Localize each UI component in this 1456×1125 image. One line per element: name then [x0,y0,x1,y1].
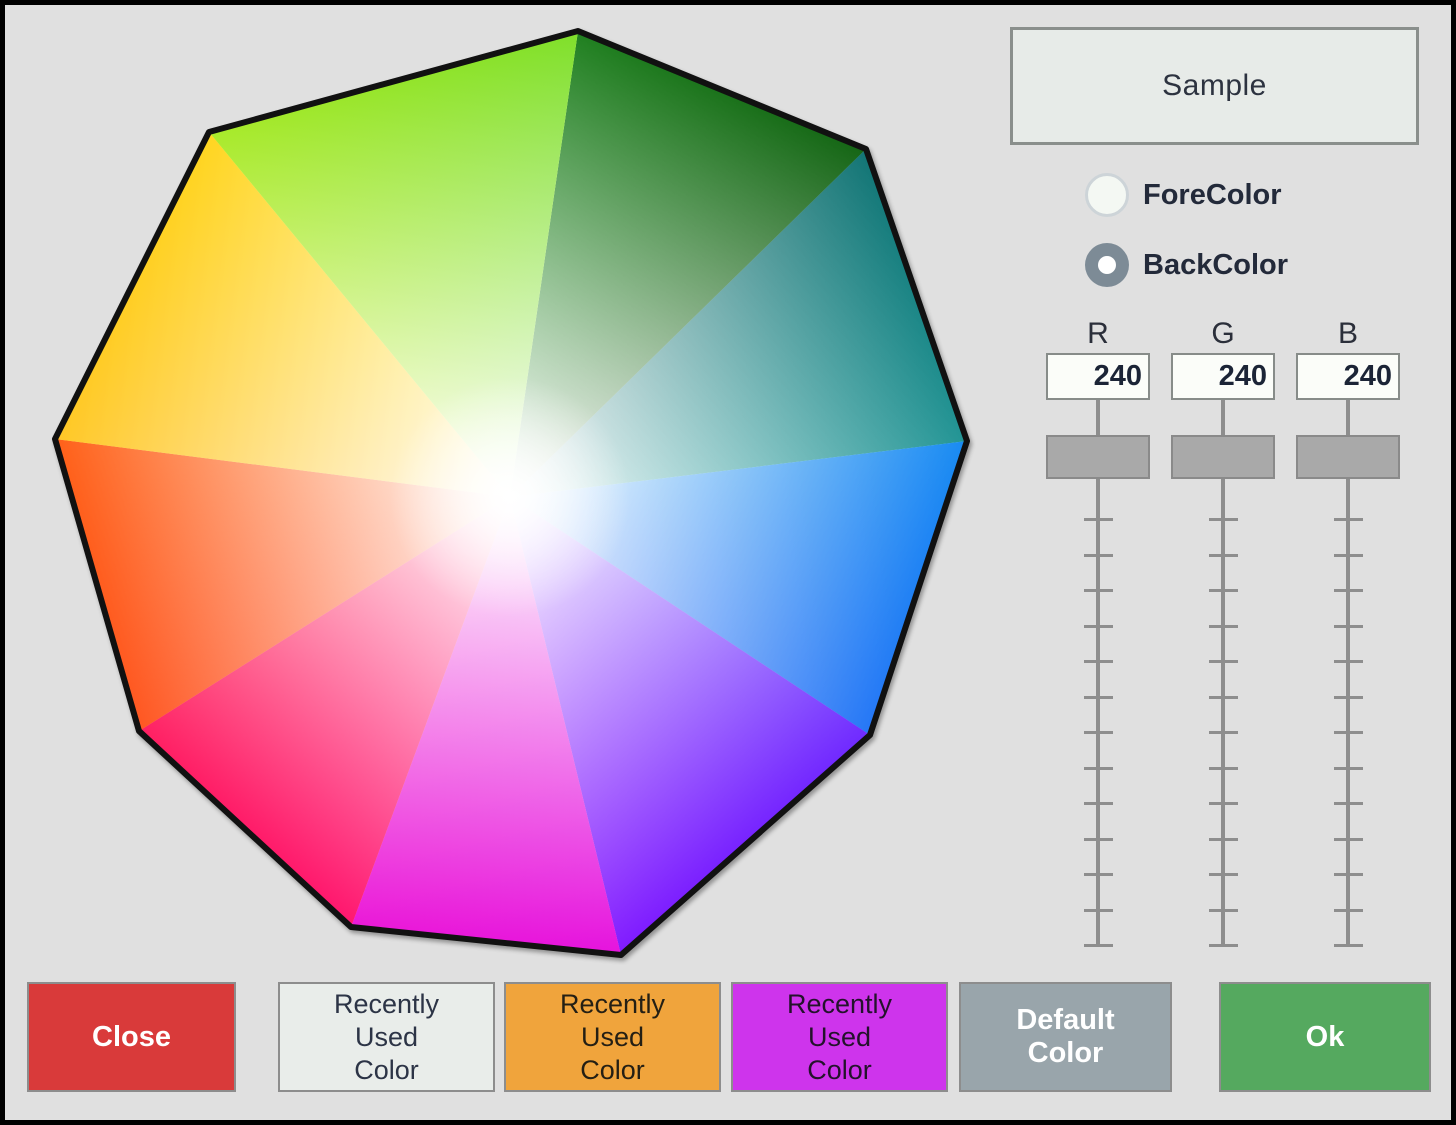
slider-tick [1209,944,1238,947]
slider-tick [1334,766,1363,770]
slider-tick [1084,908,1113,912]
channel-red-label: R [1087,317,1109,350]
color-wheel-svg[interactable] [43,19,979,965]
slider-tick [1084,766,1113,770]
green-slider[interactable] [1171,400,1275,947]
slider-tick [1334,589,1363,592]
slider-tick [1209,766,1238,770]
close-button-label: Close [92,1020,171,1053]
radio-backcolor[interactable]: BackColor [1085,243,1288,287]
slider-tick [1209,553,1238,557]
recent-2-line-2: Used [580,1021,644,1052]
red-slider-track[interactable] [1096,400,1100,946]
recent-3-line-2: Used [807,1021,871,1052]
green-slider-track[interactable] [1221,400,1225,946]
default-line-1: Default [1016,1004,1115,1036]
default-line-2: Color [1027,1037,1104,1069]
recently-used-color-button-2[interactable]: Recently Used Color [504,982,721,1092]
recent-3-line-1: Recently [786,988,893,1019]
recently-used-color-label-1: Recently Used Color [334,988,439,1087]
blue-slider[interactable] [1296,400,1400,947]
blue-slider-track[interactable] [1346,400,1350,946]
green-value-input[interactable] [1171,353,1275,400]
slider-tick [1084,518,1113,521]
slider-tick [1084,589,1113,592]
slider-tick [1334,660,1363,663]
slider-tick [1334,553,1363,557]
slider-tick [1334,837,1363,841]
red-value-input[interactable] [1046,353,1150,400]
sample-preview[interactable]: Sample [1010,27,1419,145]
recently-used-color-label-3: Recently Used Color [787,988,892,1087]
recent-1-line-1: Recently [333,988,440,1019]
channel-green-label: G [1211,317,1235,350]
channel-green: G [1171,317,1275,947]
recent-1-line-2: Used [354,1021,418,1052]
radio-selected-icon[interactable] [1085,243,1129,287]
recent-1-line-3: Color [354,1054,419,1085]
slider-tick [1209,695,1238,699]
slider-tick [1084,660,1113,663]
radio-unselected-icon[interactable] [1085,173,1129,217]
slider-tick [1084,802,1113,805]
blue-value-input[interactable] [1296,353,1400,400]
radio-forecolor[interactable]: ForeColor [1085,173,1282,217]
recently-used-color-button-1[interactable]: Recently Used Color [278,982,495,1092]
slider-tick [1334,802,1363,805]
slider-tick [1334,624,1363,628]
slider-tick [1334,518,1363,521]
default-color-label: Default Color [1016,1004,1114,1070]
ok-button[interactable]: Ok [1219,982,1431,1092]
slider-tick [1209,802,1238,805]
slider-tick [1084,944,1113,947]
recent-2-line-3: Color [580,1054,645,1085]
slider-tick [1334,731,1363,734]
slider-tick [1209,873,1238,876]
button-bar: Close Recently Used Color Recently Used … [5,975,1451,1100]
color-wheel[interactable] [43,19,979,965]
red-slider[interactable] [1046,400,1150,947]
radio-backcolor-label: BackColor [1143,248,1289,281]
slider-tick [1209,731,1238,734]
slider-tick [1084,731,1113,734]
slider-tick [1084,553,1113,557]
slider-tick [1209,518,1238,521]
slider-tick [1334,873,1363,876]
recent-2-line-1: Recently [559,988,666,1019]
channel-blue: B [1296,317,1400,947]
slider-tick [1084,624,1113,628]
slider-tick [1334,908,1363,912]
default-color-button[interactable]: Default Color [959,982,1172,1092]
recent-3-line-3: Color [807,1054,872,1085]
slider-tick [1209,624,1238,628]
radio-forecolor-label: ForeColor [1143,178,1282,211]
recently-used-color-label-2: Recently Used Color [560,988,665,1087]
channel-red: R [1046,317,1150,947]
blue-slider-thumb[interactable] [1296,435,1400,479]
slider-tick [1209,589,1238,592]
slider-tick [1209,660,1238,663]
slider-tick [1209,837,1238,841]
slider-tick [1334,944,1363,947]
green-slider-thumb[interactable] [1171,435,1275,479]
slider-tick [1084,837,1113,841]
slider-tick [1084,873,1113,876]
red-slider-thumb[interactable] [1046,435,1150,479]
channel-blue-label: B [1337,317,1358,350]
slider-tick [1084,695,1113,699]
close-button[interactable]: Close [27,982,236,1092]
sample-label: Sample [1162,69,1267,102]
ok-button-label: Ok [1305,1020,1345,1053]
color-wheel-outline [52,28,970,958]
slider-tick [1209,908,1238,912]
slider-tick [1334,695,1363,699]
recently-used-color-button-3[interactable]: Recently Used Color [731,982,948,1092]
